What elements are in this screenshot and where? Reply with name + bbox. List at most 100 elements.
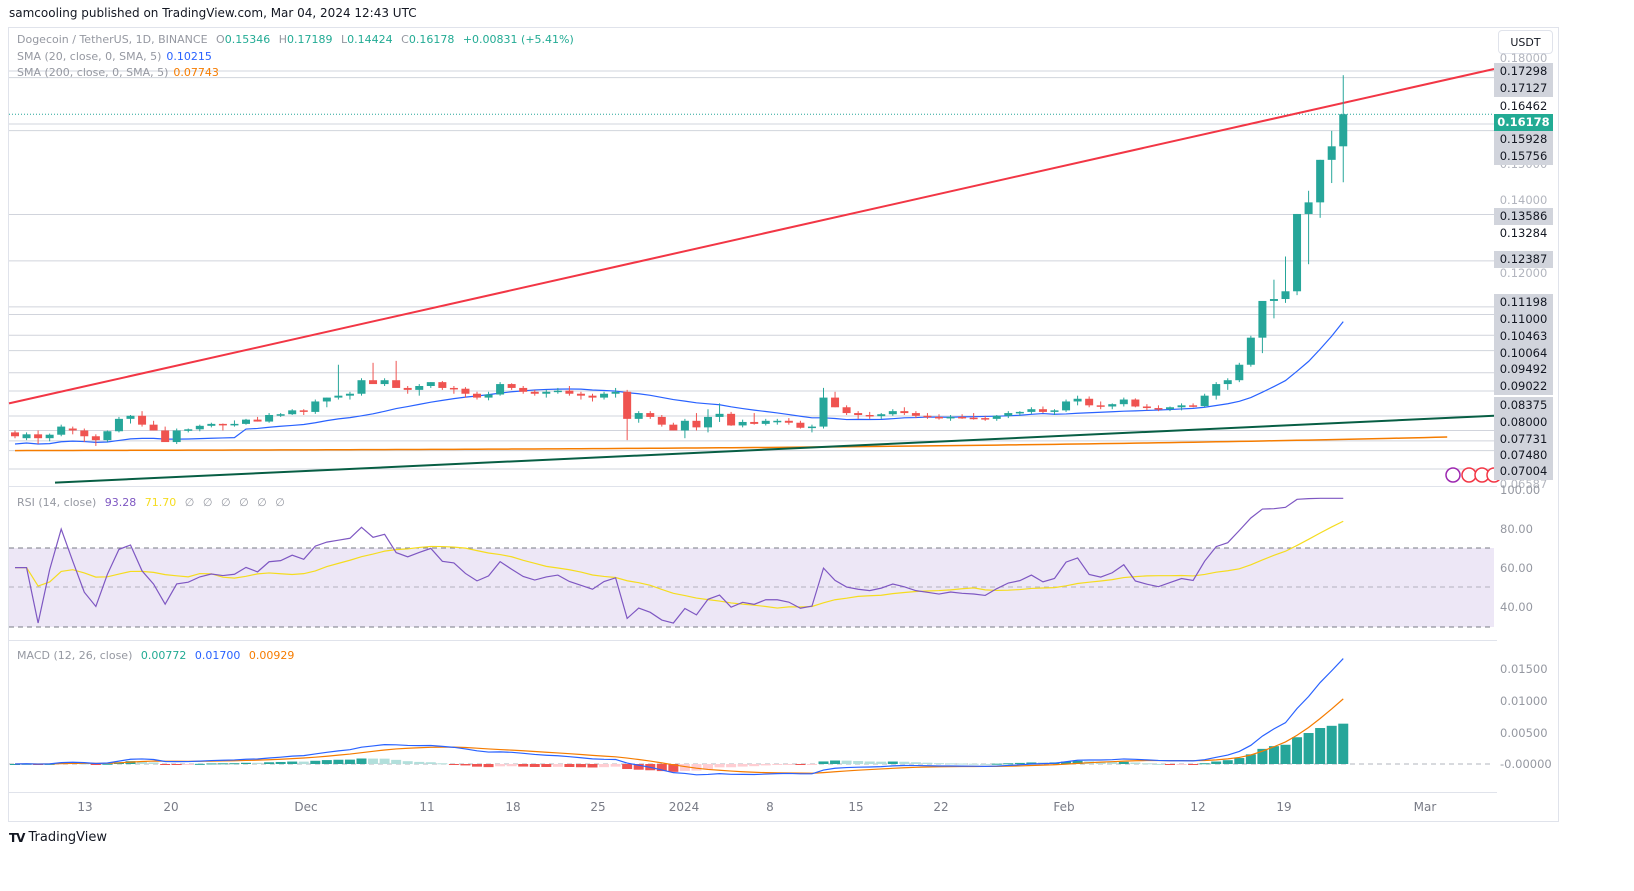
candle-body (357, 380, 366, 394)
price-axis-label: 0.06587 (1499, 477, 1548, 491)
candle-body (438, 382, 447, 388)
time-axis-divider (9, 792, 1497, 793)
candle-body (1015, 411, 1024, 414)
low-label: L (341, 33, 348, 46)
rsi-legend[interactable]: RSI (14, close) 93.28 71.70 ∅ ∅ ∅ ∅ ∅ ∅ (17, 496, 290, 509)
macd-histogram-bar (737, 764, 748, 767)
candle-body (565, 390, 574, 394)
candle-body (692, 420, 701, 428)
low-value: 0.14424 (347, 33, 393, 46)
macd-histogram-bar (1141, 763, 1152, 765)
candle-body (218, 423, 227, 426)
candle-body (195, 425, 204, 430)
macd-histogram-bar (148, 762, 159, 764)
price-level-tag: 0.15928 (1494, 131, 1553, 148)
candle-body (634, 413, 643, 419)
macd-histogram-bar (229, 763, 240, 765)
macd-legend[interactable]: MACD (12, 26, close) 0.00772 0.01700 0.0… (17, 649, 299, 662)
tradingview-logo[interactable]: TV TradingView (9, 830, 107, 845)
time-axis-label: 2024 (668, 800, 700, 814)
price-level-tag: 0.10463 (1494, 328, 1553, 345)
candle-body (172, 430, 181, 443)
macd-histogram-bar (587, 764, 598, 768)
candle-body (623, 391, 632, 419)
price-level-tag: 0.17127 (1494, 80, 1553, 97)
candle-body (1142, 406, 1151, 409)
macd-histogram-bar (1292, 737, 1303, 764)
macd-histogram-bar (910, 762, 921, 764)
candle-body (796, 422, 805, 428)
candle-body (1108, 404, 1117, 407)
price-level-tag: 0.07480 (1494, 447, 1553, 464)
candle-body (473, 393, 481, 398)
candle-body (831, 397, 840, 408)
time-axis-label: Feb (1053, 800, 1075, 814)
currency-button[interactable]: USDT (1498, 30, 1553, 54)
symbol-legend: Dogecoin / TetherUS, 1D, BINANCE O0.1534… (17, 33, 579, 46)
macd-histogram-bar (1014, 762, 1025, 764)
sma200-label: SMA (200, close, 0, SMA, 5) (17, 66, 169, 79)
price-level-tag: 0.09022 (1494, 378, 1553, 395)
macd-histogram-bar (1165, 764, 1175, 765)
candle-body (276, 414, 285, 416)
candle-body (842, 407, 851, 414)
price-level-tag: 0.07731 (1494, 431, 1553, 448)
candle-body (761, 420, 770, 424)
macd-histogram-bar (252, 762, 263, 764)
sma20-label: SMA (20, close, 0, SMA, 5) (17, 50, 162, 63)
candle-body (80, 430, 89, 437)
rsi-axis-100: 100.00 (1500, 483, 1541, 497)
macd-histogram-bar (1280, 744, 1291, 764)
candle-body (865, 414, 874, 417)
sma200-line (14, 436, 1448, 452)
time-axis-label: 18 (505, 800, 521, 814)
support-trendline (54, 414, 1495, 484)
pane-divider[interactable] (9, 486, 1497, 487)
candle-body (1281, 291, 1290, 300)
rsi-axis-60: 60.00 (1500, 561, 1533, 575)
open-label: O (216, 33, 225, 46)
macd-histogram-bar (321, 760, 332, 764)
candle-body (923, 415, 932, 418)
candle-body (819, 397, 828, 427)
macd-histogram-bar (483, 764, 494, 768)
candle-body (230, 423, 239, 426)
open-value: 0.15346 (224, 33, 271, 46)
sma20-legend[interactable]: SMA (20, close, 0, SMA, 5) 0.10215 (17, 50, 217, 63)
candle-body (1269, 299, 1278, 301)
candle-body (542, 391, 551, 394)
time-axis-label: 11 (419, 800, 435, 814)
candle-body (345, 393, 354, 396)
macd-histogram-bar (287, 761, 298, 764)
rsi-na-value: ∅ (220, 496, 231, 509)
macd-histogram-bar (171, 764, 182, 765)
candle-body (1327, 146, 1336, 160)
time-axis-label: 22 (933, 800, 949, 814)
candle-body (519, 387, 528, 392)
candle-body (415, 386, 424, 390)
macd-histogram-bar (402, 761, 413, 764)
macd-histogram-bar (460, 764, 471, 766)
macd-histogram-bar (379, 758, 390, 764)
macd-histogram-bar (1153, 763, 1164, 765)
macd-histogram-bar (1257, 748, 1268, 764)
macd-histogram-bar (1315, 728, 1326, 764)
macd-histogram-bar (310, 760, 321, 764)
candle-body (369, 380, 378, 385)
candle-body (126, 415, 135, 419)
time-axis-label: 8 (766, 800, 774, 814)
pane-divider[interactable] (9, 640, 1497, 641)
macd-histogram-bar (599, 764, 610, 768)
candle-body (530, 391, 539, 394)
sma200-legend[interactable]: SMA (200, close, 0, SMA, 5) 0.07743 (17, 66, 224, 79)
candle-body (911, 413, 920, 416)
candle-body (1073, 398, 1082, 402)
candle-body (184, 429, 193, 431)
candle-body (738, 421, 747, 426)
high-value: 0.17189 (287, 33, 333, 46)
macd-hist-value: 0.00772 (140, 649, 187, 662)
macd-histogram-bar (783, 764, 794, 765)
candle-body (265, 414, 274, 422)
macd-histogram-bar (1130, 762, 1141, 764)
